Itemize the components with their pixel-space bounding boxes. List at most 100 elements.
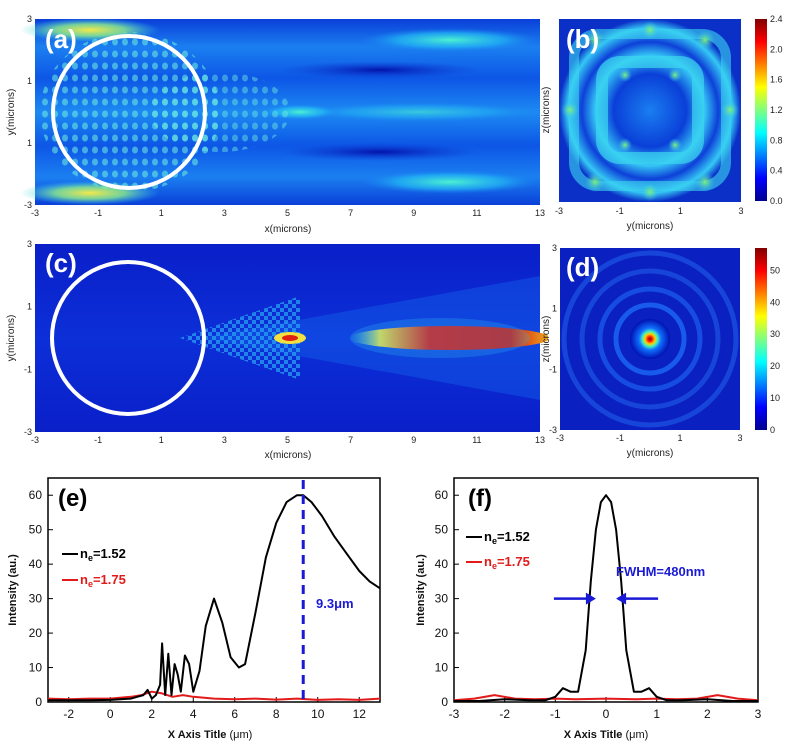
x-tick-label: 1	[159, 208, 164, 218]
fwhm-arrowhead-right	[616, 592, 627, 605]
y-tick-label: -3	[24, 200, 32, 210]
y-tick-label: 50	[29, 523, 43, 537]
svg-text:ne=1.52: ne=1.52	[484, 529, 530, 546]
colorbar-tick-label: 20	[770, 361, 780, 371]
panel-label-f: (f)	[468, 485, 492, 512]
panel-b: (b) z(microns) -3 -1 1 3 y(microns) 2.4 2.0 1…	[540, 14, 783, 232]
xlabel-b: y(microns)	[627, 221, 674, 232]
x-tick-label: 3	[222, 208, 227, 218]
heatmap-c	[35, 244, 548, 432]
ylabel-c: y(microns)	[6, 315, 17, 362]
x-tick-label: 11	[472, 208, 481, 218]
x-tick-label: 0	[603, 707, 610, 721]
x-tick-label: 5	[285, 208, 290, 218]
heatmap-d	[560, 248, 740, 430]
x-tick-label: -3	[555, 206, 563, 216]
panel-label-c: (c)	[45, 248, 77, 278]
x-tick-label: 0	[107, 707, 114, 721]
fwhm-arrowhead-left	[585, 592, 596, 605]
x-tick-label: 6	[231, 707, 238, 721]
y-tick-label: 40	[29, 557, 43, 571]
y-tick-label: 30	[29, 592, 43, 606]
peak-annotation-e: 9.3μm	[316, 596, 354, 611]
x-tick-label: 3	[755, 707, 762, 721]
panel-label-e: (e)	[58, 485, 87, 512]
x-tick-label: 1	[677, 433, 682, 443]
fwhm-annotation-f: FWHM=480nm	[616, 564, 705, 579]
x-tick-label: -3	[31, 208, 39, 218]
x-tick-label: 3	[738, 206, 743, 216]
colorbar-tick-label: 0.0	[770, 196, 783, 206]
microsphere-circle-c	[50, 260, 206, 416]
colorbar-tick-label: 30	[770, 329, 780, 339]
x-tick-label: -1	[616, 433, 624, 443]
colorbar-tick-label: 1.6	[770, 75, 783, 85]
x-tick-label: -2	[499, 707, 510, 721]
colorbar-tick-label: 2.0	[770, 44, 783, 54]
y-tick-label: 3	[27, 239, 32, 249]
x-tick-label: -1	[94, 435, 102, 445]
x-tick-label: 2	[704, 707, 711, 721]
colorbar-b	[755, 19, 767, 201]
y-tick-label: 10	[29, 661, 43, 675]
ylabel-e: Intensity (au.)	[7, 554, 19, 626]
ylabel-d: z(microns)	[541, 316, 552, 363]
x-tick-label: 9	[411, 435, 416, 445]
panel-label-b: (b)	[566, 24, 599, 54]
y-tick-label: 10	[435, 661, 449, 675]
x-tick-label: 1	[653, 707, 660, 721]
y-tick-label: 60	[29, 488, 43, 502]
colorbar-tick-label: 1.2	[770, 105, 783, 115]
colorbar-tick-label: 0	[770, 425, 775, 435]
ylabel-f: Intensity (au.)	[415, 554, 427, 626]
x-tick-label: -3	[556, 433, 564, 443]
x-tick-label: 1	[159, 435, 164, 445]
x-tick-label: -3	[31, 435, 39, 445]
x-tick-label: 12	[353, 707, 367, 721]
x-tick-label: 2	[148, 707, 155, 721]
panel-label-d: (d)	[566, 252, 599, 282]
y-tick-label: 50	[435, 523, 449, 537]
x-tick-label: 5	[285, 435, 290, 445]
colorbar-tick-label: 50	[770, 265, 780, 275]
x-tick-label: 3	[222, 435, 227, 445]
y-tick-label: 1	[27, 138, 32, 148]
xlabel-d: y(microns)	[627, 448, 674, 459]
x-tick-label: 9	[411, 208, 416, 218]
x-tick-label: -1	[550, 707, 561, 721]
y-tick-label: -3	[24, 427, 32, 437]
microsphere-circle-a	[51, 34, 207, 190]
plot-frame-e	[47, 477, 381, 703]
y-tick-label: 20	[29, 626, 43, 640]
x-tick-label: 13	[535, 435, 545, 445]
x-tick-label: 8	[273, 707, 280, 721]
xlabel-a: x(microns)	[265, 224, 312, 235]
x-tick-label: 13	[535, 208, 545, 218]
y-tick-label: 60	[435, 488, 449, 502]
x-tick-label: -1	[94, 208, 102, 218]
colorbar-d	[755, 248, 767, 430]
colorbar-tick-label: 0.8	[770, 135, 783, 145]
colorbar-tick-label: 2.4	[770, 14, 783, 24]
x-tick-label: 3	[737, 433, 742, 443]
x-tick-label: 1	[678, 206, 683, 216]
y-tick-label: 1	[552, 304, 557, 314]
panel-label-a: (a)	[45, 24, 77, 54]
y-tick-label: 0	[35, 695, 42, 709]
svg-text:ne=1.75: ne=1.75	[484, 554, 530, 571]
legend-f: ne=1.52 ne=1.75	[466, 529, 530, 571]
x-tick-label: 11	[472, 435, 481, 445]
xlabel-c: x(microns)	[265, 450, 312, 461]
y-tick-label: 3	[552, 243, 557, 253]
y-tick-label: -3	[549, 425, 557, 435]
series-line	[454, 494, 758, 702]
x-tick-label: -2	[63, 707, 74, 721]
legend-e: ne=1.52 ne=1.75	[62, 546, 126, 589]
panel-d: (d) z(microns) -3 -1 1 3 3 1 -1 -3 y(microns) 5…	[541, 243, 780, 459]
heatmap-a	[20, 18, 540, 205]
y-tick-label: 20	[435, 626, 449, 640]
x-tick-label: 7	[348, 435, 353, 445]
x-tick-label: -1	[616, 206, 624, 216]
